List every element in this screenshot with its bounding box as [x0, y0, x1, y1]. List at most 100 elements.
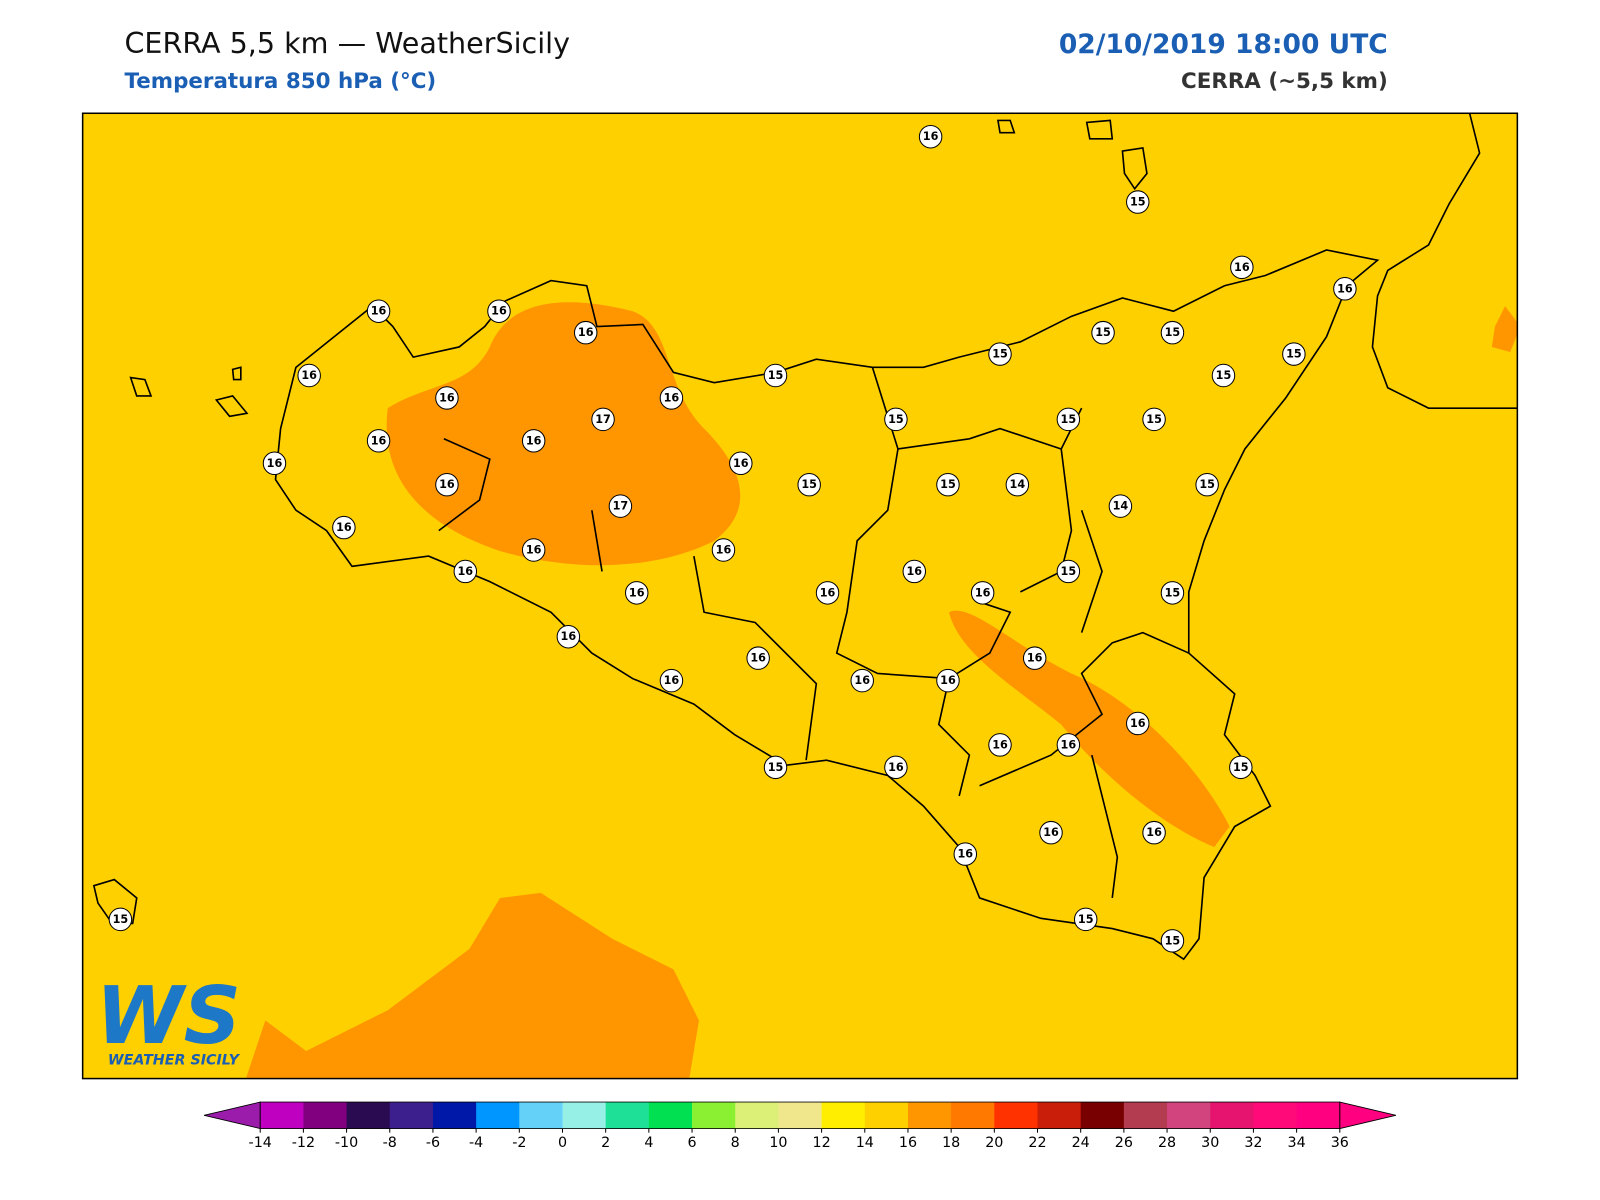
station-value: 15 — [992, 348, 1008, 361]
colorbar-segment — [519, 1102, 563, 1129]
colorbar-tick-label: 32 — [1244, 1135, 1262, 1151]
station-value: 16 — [491, 305, 507, 318]
station-value: 16 — [1043, 826, 1059, 839]
station-marker — [1056, 559, 1081, 584]
colorbar-tick-label: -14 — [249, 1135, 272, 1151]
station-value: 16 — [854, 674, 870, 687]
station-marker — [262, 451, 287, 475]
station-marker — [556, 625, 581, 649]
colorbar-segment — [1037, 1102, 1082, 1129]
station-marker — [1073, 907, 1098, 932]
station-marker — [1229, 755, 1253, 780]
field-background — [82, 113, 1518, 1079]
station-value: 16 — [1234, 261, 1250, 274]
colorbar-segment — [605, 1102, 650, 1129]
station-value: 15 — [1095, 326, 1111, 339]
colorbar-segment — [389, 1102, 434, 1129]
station-marker — [763, 755, 788, 780]
station-value: 15 — [1165, 934, 1181, 947]
station-marker — [936, 668, 960, 693]
station-value: 15 — [1165, 586, 1181, 599]
station-value: 15 — [1233, 761, 1249, 774]
colorbar-tick-label: 2 — [601, 1135, 610, 1151]
station-marker — [988, 342, 1012, 366]
station-value: 16 — [716, 544, 732, 557]
station-value: 16 — [526, 544, 542, 557]
subtitle: Temperatura 850 hPa (°C) — [124, 69, 436, 94]
station-marker — [1282, 342, 1306, 366]
station-value: 15 — [1078, 913, 1094, 926]
station-value: 16 — [940, 674, 956, 687]
colorbar-tick-label: 24 — [1072, 1135, 1090, 1151]
station-value: 16 — [301, 369, 317, 382]
station-value: 15 — [801, 478, 817, 491]
station-marker — [746, 646, 770, 670]
station-value: 16 — [1146, 826, 1162, 839]
station-value: 17 — [595, 413, 611, 426]
colorbar-segment — [951, 1102, 995, 1129]
map-area: 16 15 16 16 16 16 16 15 15 15 15 16 15 15 16 17 16 15 15 15… — [82, 113, 1518, 1079]
colorbar-tick-label: 30 — [1201, 1135, 1219, 1151]
colorbar-under — [203, 1101, 261, 1130]
colorbar-tick-label: -10 — [335, 1135, 358, 1151]
warm-area — [245, 892, 699, 1079]
station-marker — [1142, 407, 1166, 432]
station-marker — [1108, 494, 1133, 518]
station-marker — [435, 472, 459, 497]
warm-area — [386, 302, 741, 566]
station-marker — [297, 363, 321, 388]
station-value: 16 — [1337, 282, 1353, 295]
station-marker — [918, 125, 943, 149]
colorbar-tick-label: -12 — [292, 1135, 315, 1151]
colorbar-tick-label: -6 — [426, 1135, 440, 1151]
colorbar-segment — [648, 1102, 693, 1129]
colorbar-tick-label: 36 — [1331, 1135, 1349, 1151]
station-marker — [435, 386, 459, 410]
station-value: 17 — [613, 500, 629, 513]
colorbar-tick-label: 0 — [558, 1135, 567, 1151]
station-value: 16 — [820, 586, 836, 599]
colorbar-segment — [1253, 1102, 1298, 1129]
colorbar-tick-label: 16 — [899, 1135, 917, 1151]
station-marker — [453, 559, 478, 584]
station-marker — [970, 581, 995, 605]
station-value: 16 — [267, 457, 283, 470]
warm-area — [1491, 306, 1518, 353]
station-value: 16 — [629, 586, 645, 599]
station-value: 15 — [1216, 369, 1232, 382]
station-marker — [1333, 277, 1357, 301]
logo-text: WEATHER SICILY — [108, 1052, 241, 1068]
station-value: 16 — [957, 848, 973, 861]
station-marker — [884, 407, 908, 432]
colorbar-segment — [432, 1102, 477, 1129]
logo: WS WEATHER SICILY — [96, 969, 241, 1068]
station-value: 14 — [1113, 500, 1129, 513]
logo-initials: WS — [96, 969, 241, 1062]
station-marker — [625, 581, 649, 605]
station-value: 15 — [1061, 565, 1077, 578]
colorbar-frame — [259, 1101, 1341, 1129]
colorbar-segment — [260, 1102, 304, 1129]
colorbar-segment — [735, 1102, 779, 1129]
station-marker — [1160, 320, 1185, 345]
station-marker — [850, 668, 874, 693]
colorbar-tick-label: 8 — [731, 1135, 740, 1151]
colorbar-segment — [303, 1102, 348, 1129]
station-marker — [1142, 820, 1166, 845]
station-value: 16 — [336, 521, 352, 534]
station-marker — [1126, 711, 1150, 736]
station-marker — [366, 299, 391, 323]
colorbar-segment — [1210, 1102, 1254, 1129]
station-marker — [521, 538, 546, 562]
station-value: 16 — [664, 391, 680, 404]
colorbar-tick-label: 6 — [688, 1135, 697, 1151]
colorbar-tick-label: 14 — [856, 1135, 874, 1151]
colorbar-over — [1339, 1101, 1397, 1130]
station-value: 16 — [457, 565, 473, 578]
source: CERRA (~5,5 km) — [1181, 69, 1388, 94]
colorbar-segment — [476, 1102, 520, 1129]
station-value: 16 — [1061, 738, 1077, 751]
colorbar-segment — [1296, 1102, 1341, 1129]
colorbar-segment — [994, 1102, 1039, 1129]
